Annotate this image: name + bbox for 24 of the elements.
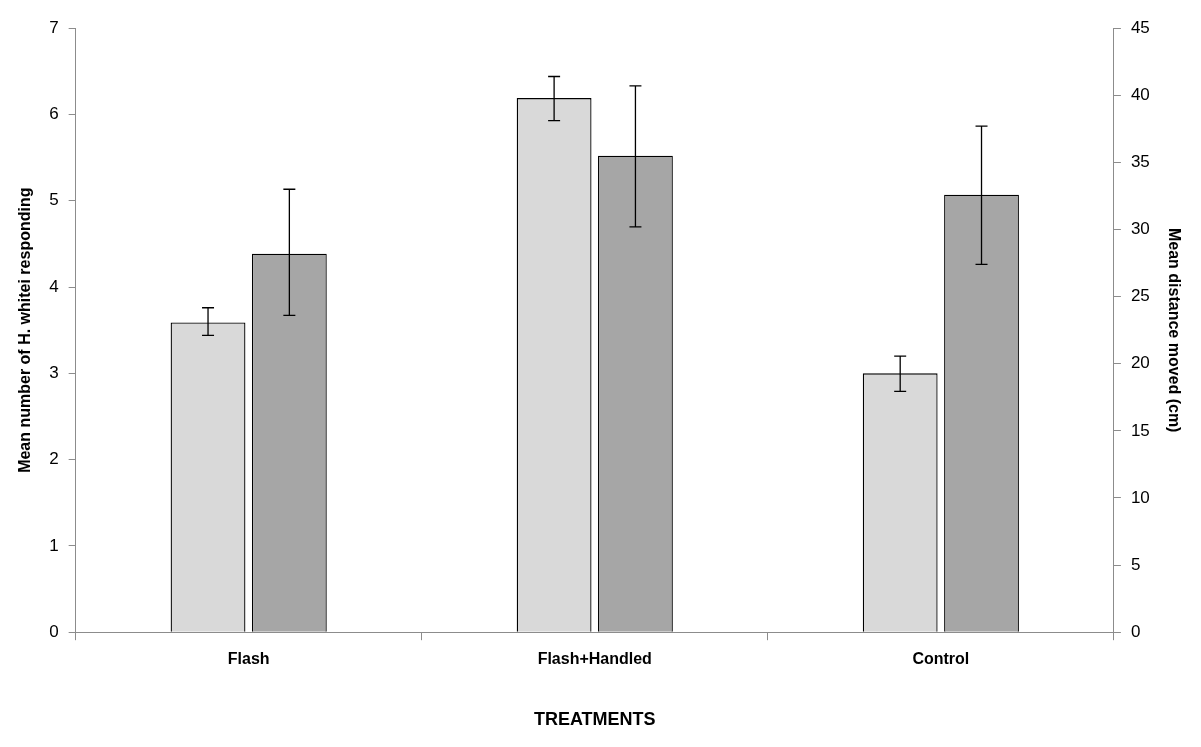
y2-tick-label: 35 bbox=[1130, 152, 1150, 172]
y2-tick-label: 15 bbox=[1130, 420, 1150, 440]
x-tick-label: Flash bbox=[227, 650, 270, 668]
y2-tick-label: 45 bbox=[1130, 17, 1150, 37]
y-tick-label: 6 bbox=[49, 104, 59, 124]
y-tick-label: 4 bbox=[49, 276, 59, 296]
y-tick-label: 2 bbox=[49, 449, 59, 469]
y-axis-title: Mean number of H. whitei responding bbox=[16, 187, 34, 473]
y-tick-label: 3 bbox=[49, 363, 59, 383]
y2-tick-label: 40 bbox=[1130, 85, 1150, 104]
y-tick-label: 7 bbox=[49, 17, 59, 37]
x-tick-label: Control bbox=[912, 650, 970, 668]
y-tick-label: 5 bbox=[49, 190, 59, 210]
y2-tick-label: 5 bbox=[1130, 554, 1141, 574]
y2-tick-label: 30 bbox=[1130, 219, 1150, 239]
y2-tick-label: 0 bbox=[1130, 621, 1141, 641]
y2-tick-label: 25 bbox=[1130, 286, 1150, 306]
x-tick-label: Flash+Handled bbox=[537, 650, 652, 668]
x-axis-title: TREATMENTS bbox=[533, 709, 656, 730]
y2-tick-label: 20 bbox=[1130, 353, 1150, 373]
y2-axis-title: Mean distance moved (cm) bbox=[1165, 227, 1183, 433]
y-tick-label: 0 bbox=[49, 621, 59, 641]
y-tick-label: 1 bbox=[49, 535, 59, 555]
y2-tick-label: 10 bbox=[1130, 487, 1150, 507]
